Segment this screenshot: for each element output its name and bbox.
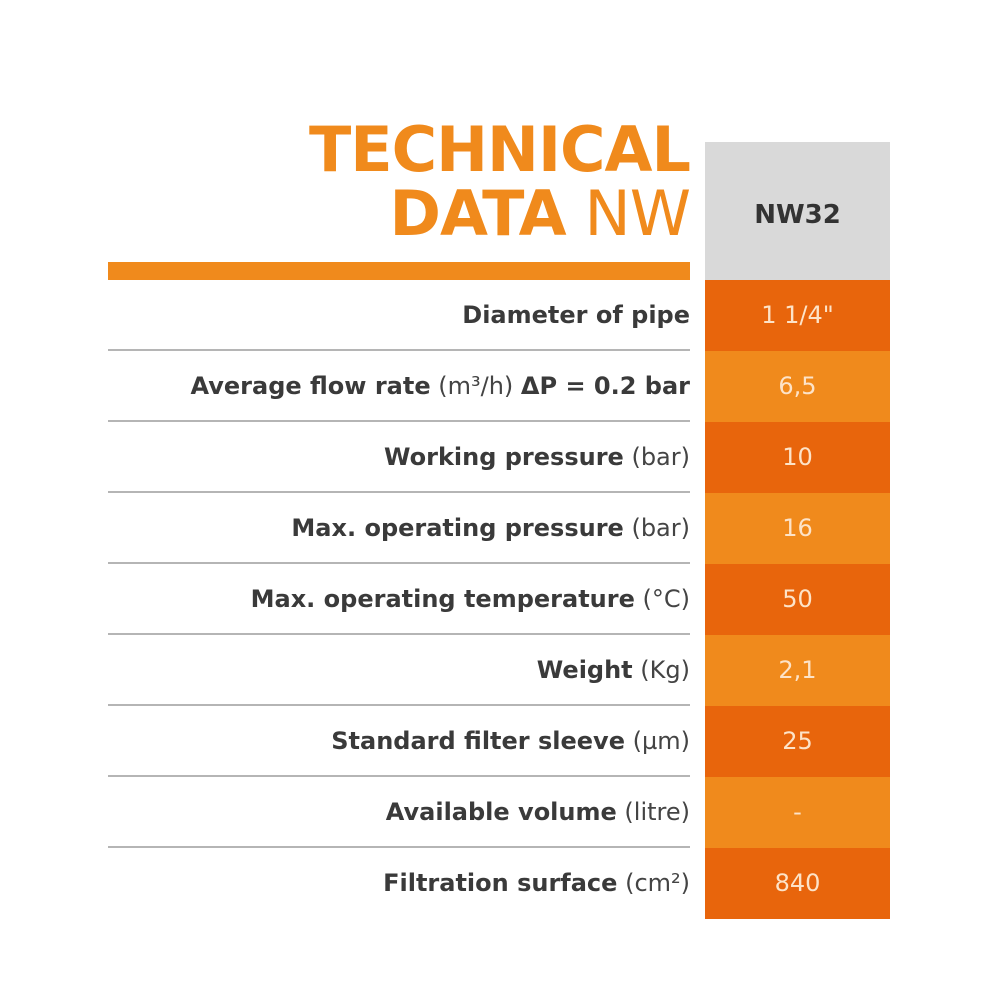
row-label: Filtration surface (cm²) (90, 848, 690, 919)
row-label: Weight (Kg) (90, 635, 690, 706)
row-value: 1 1/4" (705, 280, 890, 351)
label-unit: (litre) (624, 798, 690, 826)
row-label: Standard filter sleeve (µm) (90, 706, 690, 777)
column-header: NW32 (705, 142, 890, 280)
title-line2: DATA NW (389, 182, 691, 246)
label-unit: (µm) (632, 727, 690, 755)
title-line1: TECHNICAL (309, 113, 691, 186)
label-text: Available volume (385, 798, 617, 826)
label-text: Max. operating temperature (250, 585, 635, 613)
row-separator (108, 349, 690, 351)
row-value: 25 (705, 706, 890, 777)
title-light: NW (584, 177, 691, 250)
row-value: 10 (705, 422, 890, 493)
row-separator (108, 633, 690, 635)
row-value: - (705, 777, 890, 848)
title-underline (108, 262, 690, 280)
row-label: Diameter of pipe (90, 280, 690, 351)
title-bold: DATA (389, 177, 566, 250)
label-unit: (cm²) (625, 869, 690, 897)
row-value: 50 (705, 564, 890, 635)
row-separator (108, 420, 690, 422)
label-unit: (m³/h) (438, 372, 514, 400)
row-value: 840 (705, 848, 890, 919)
row-value: 16 (705, 493, 890, 564)
row-label: Max. operating temperature (°C) (90, 564, 690, 635)
label-text: Working pressure (384, 443, 624, 471)
row-value: 6,5 (705, 351, 890, 422)
label-unit: (°C) (642, 585, 690, 613)
row-label: Average flow rate (m³/h) ΔP = 0.2 bar (90, 351, 690, 422)
label-unit: (bar) (631, 514, 690, 542)
label-text: Standard filter sleeve (331, 727, 625, 755)
row-value: 2,1 (705, 635, 890, 706)
label-text: Filtration surface (383, 869, 618, 897)
row-label: Available volume (litre) (90, 777, 690, 848)
row-label: Working pressure (bar) (90, 422, 690, 493)
row-separator (108, 704, 690, 706)
row-label: Max. operating pressure (bar) (90, 493, 690, 564)
label-text: Average flow rate (190, 372, 431, 400)
row-separator (108, 491, 690, 493)
label-condition: ΔP = 0.2 bar (520, 372, 690, 400)
label-unit: (Kg) (640, 656, 690, 684)
row-separator (108, 846, 690, 848)
label-text: Max. operating pressure (291, 514, 624, 542)
label-text: Weight (536, 656, 633, 684)
label-text: Diameter of pipe (462, 301, 690, 329)
row-separator (108, 562, 690, 564)
row-separator (108, 775, 690, 777)
label-unit: (bar) (631, 443, 690, 471)
